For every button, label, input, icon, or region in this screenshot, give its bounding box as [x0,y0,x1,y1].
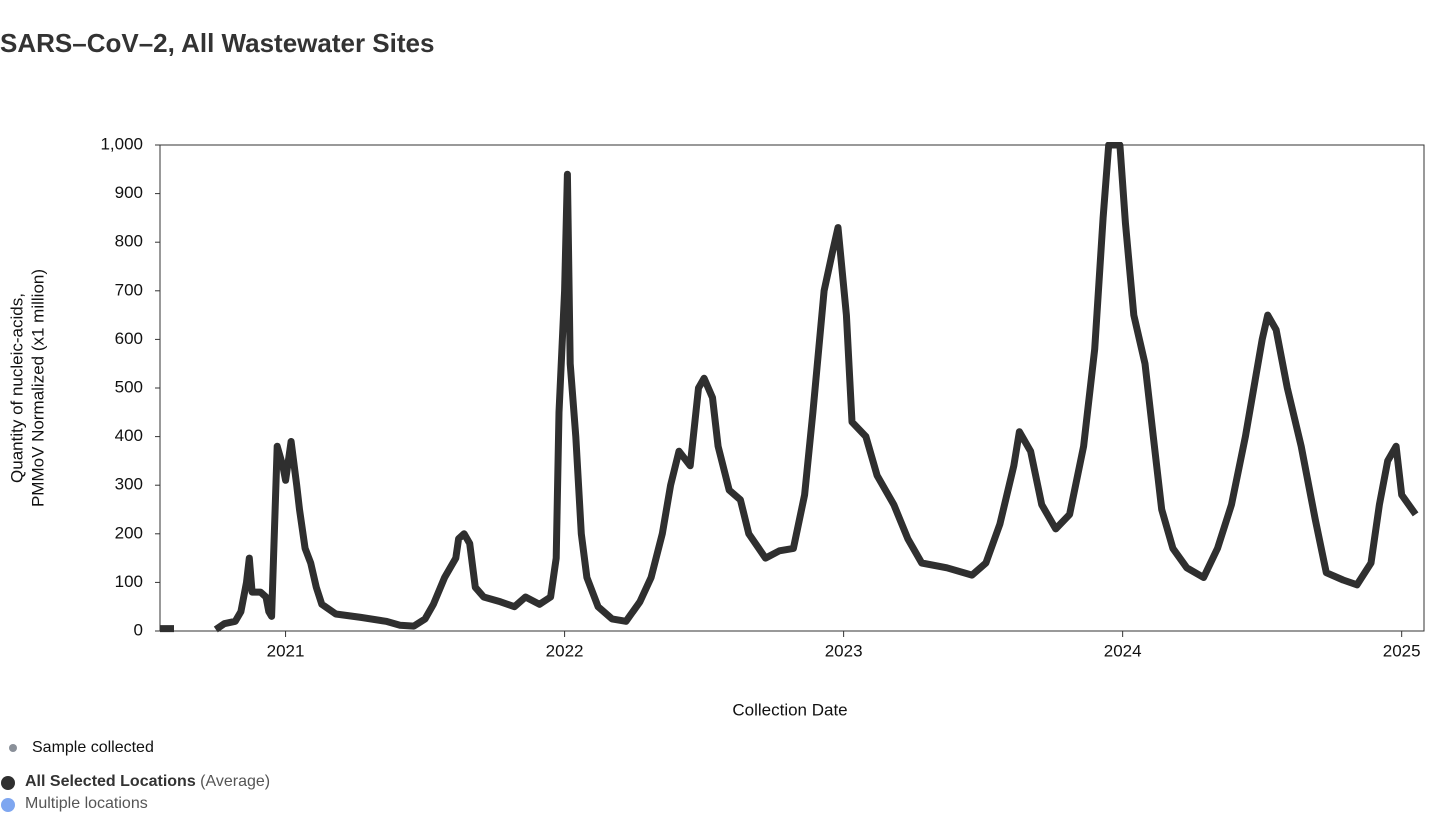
y-tick-label: 300 [115,475,143,494]
y-tick-label: 500 [115,377,143,396]
y-tick-label: 100 [115,572,143,591]
x-tick-label: 2023 [825,641,863,660]
y-tick-label: 800 [115,232,143,251]
y-tick-label: 0 [134,620,143,639]
x-tick-label: 2024 [1104,641,1142,660]
legend-label: Sample collected [32,739,154,756]
legend-dot [1,776,15,790]
y-tick-label: 1,000 [100,134,143,153]
legend-label: All Selected Locations (Average) [25,773,270,790]
y-tick-label: 400 [115,426,143,445]
x-tick-label: 2022 [546,641,584,660]
y-tick-label: 600 [115,329,143,348]
y-tick-label: 900 [115,183,143,202]
x-axis-label: Collection Date [732,700,847,719]
data-line [160,142,1419,633]
legend-dot [9,744,17,752]
legend-series-name: All Selected Locations [25,773,196,790]
y-tick-label: 700 [115,280,143,299]
legend-note: (Average) [200,773,270,790]
x-tick-label: 2021 [267,641,305,660]
x-tick-label: 2025 [1383,641,1421,660]
y-tick-label: 200 [115,523,143,542]
chart-title: SARS–CoV–2, All Wastewater Sites [0,28,434,58]
plot-frame [159,144,1425,632]
y-axis-label: PMMoV Normalized (x1 million) [28,269,47,507]
legend-dot [1,798,15,812]
legend-label: Multiple locations [25,795,148,812]
y-axis-label: Quantity of nucleic-acids, [7,293,26,483]
